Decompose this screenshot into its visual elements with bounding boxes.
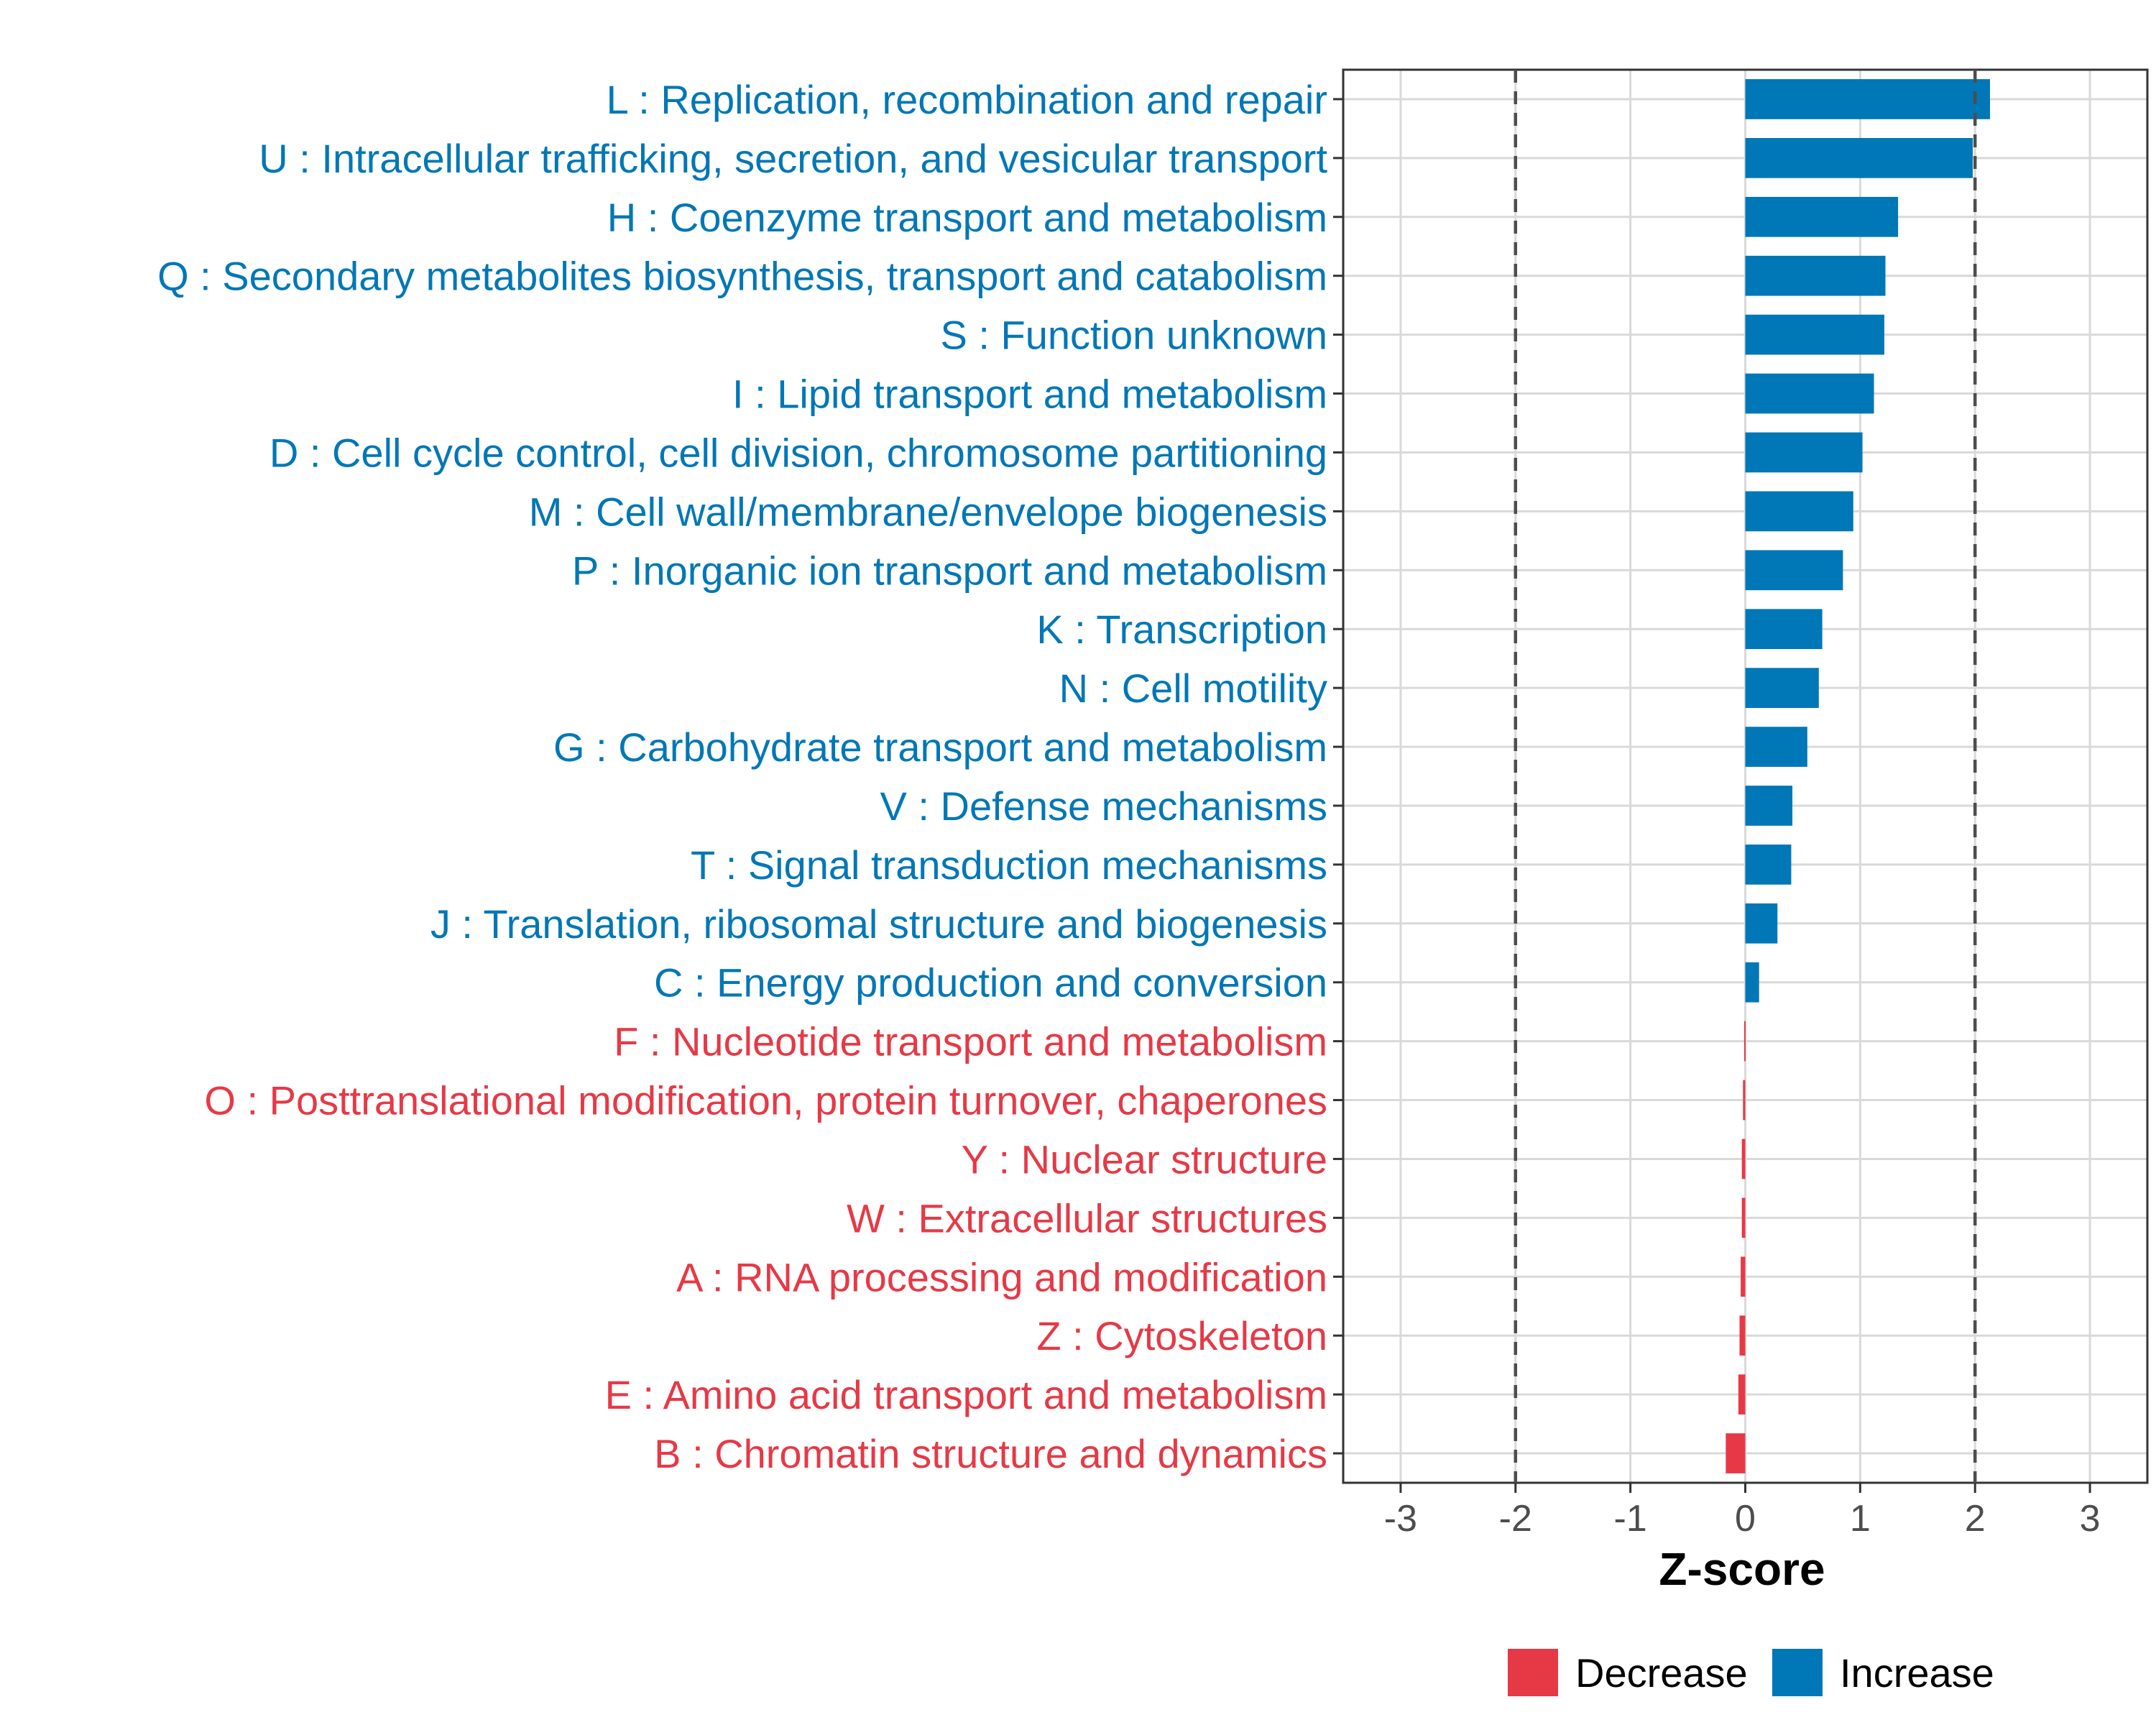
x-tick-label: 2 (1965, 1498, 1986, 1540)
bar-d (1745, 432, 1863, 473)
bar-o (1743, 1080, 1746, 1121)
category-label: C : Energy production and conversion (654, 960, 1327, 1006)
bar-p (1745, 550, 1843, 591)
bar-k (1745, 609, 1823, 650)
bar-v (1745, 786, 1793, 826)
bar-z (1739, 1315, 1746, 1356)
bar-b (1726, 1433, 1746, 1473)
bar-y (1741, 1138, 1746, 1179)
category-label: A : RNA processing and modification (676, 1254, 1327, 1300)
category-label: K : Transcription (1036, 607, 1327, 652)
bar-e (1738, 1374, 1746, 1414)
bars (1726, 79, 1990, 1473)
category-label: Z : Cytoskeleton (1036, 1313, 1327, 1358)
bar-n (1745, 668, 1819, 708)
category-label: L : Replication, recombination and repai… (607, 77, 1327, 122)
legend-label-increase: Increase (1840, 1650, 1994, 1696)
legend-swatch-increase (1772, 1649, 1823, 1696)
bar-a (1741, 1256, 1746, 1297)
bar-u (1745, 138, 1973, 178)
x-tick-label: 1 (1850, 1498, 1871, 1540)
category-label: P : Inorganic ion transport and metaboli… (572, 548, 1327, 593)
category-label: G : Carbohydrate transport and metabolis… (553, 724, 1327, 770)
category-label: W : Extracellular structures (847, 1195, 1327, 1241)
category-label: I : Lipid transport and metabolism (732, 372, 1327, 417)
category-label: N : Cell motility (1059, 666, 1327, 711)
category-labels: L : Replication, recombination and repai… (157, 77, 1327, 1476)
category-label: O : Posttranslational modification, prot… (204, 1078, 1327, 1123)
x-tick-label: -1 (1614, 1498, 1647, 1540)
axis-ticks (1333, 98, 2091, 1493)
category-label: Y : Nuclear structure (962, 1136, 1327, 1182)
bar-g (1745, 727, 1807, 767)
legend-label-decrease: Decrease (1575, 1650, 1748, 1696)
x-tick-labels: -3 -2 -1 0 1 2 3 (1384, 1498, 2101, 1540)
bar-w (1741, 1197, 1746, 1238)
category-label: B : Chromatin structure and dynamics (654, 1431, 1327, 1476)
x-tick-label: -2 (1499, 1498, 1532, 1540)
bar-l (1745, 79, 1990, 119)
bar-q (1745, 255, 1886, 296)
bar-i (1745, 373, 1874, 414)
category-label: E : Amino acid transport and metabolism (605, 1372, 1327, 1417)
category-label: S : Function unknown (940, 313, 1327, 358)
category-label: U : Intracellular trafficking, secretion… (259, 136, 1327, 181)
bar-f (1743, 1021, 1746, 1062)
category-label: F : Nucleotide transport and metabolism (614, 1019, 1327, 1064)
x-axis-title: Z-score (1659, 1543, 1825, 1595)
bar-m (1745, 491, 1853, 532)
category-label: M : Cell wall/membrane/envelope biogenes… (529, 489, 1327, 534)
x-tick-label: 3 (2080, 1498, 2101, 1540)
bar-h (1745, 196, 1899, 237)
bar-j (1745, 903, 1778, 944)
bar-c (1745, 962, 1759, 1003)
bar-s (1745, 314, 1884, 355)
category-label: V : Defense mechanisms (880, 783, 1327, 829)
x-tick-label: 0 (1735, 1498, 1756, 1540)
legend-swatch-decrease (1508, 1649, 1558, 1696)
legend: Decrease Increase (1508, 1649, 1994, 1696)
category-label: J : Translation, ribosomal structure and… (430, 901, 1327, 947)
x-tick-label: -3 (1384, 1498, 1417, 1540)
category-label: H : Coenzyme transport and metabolism (607, 195, 1327, 240)
category-label: D : Cell cycle control, cell division, c… (270, 430, 1327, 475)
category-label: Q : Secondary metabolites biosynthesis, … (157, 254, 1327, 299)
category-label: T : Signal transduction mechanisms (691, 842, 1327, 888)
bar-t (1745, 845, 1792, 885)
